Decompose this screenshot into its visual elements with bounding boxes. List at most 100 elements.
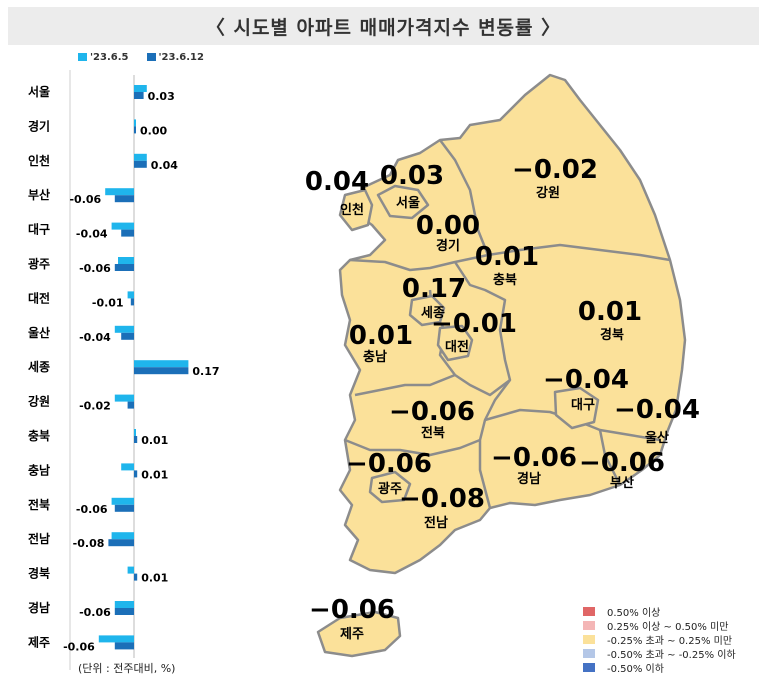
bar-series-1: [114, 325, 134, 333]
category-label: 제주: [28, 635, 50, 649]
map-region-name: 광주: [378, 482, 402, 497]
series-legend: '23.6.5 '23.6.12: [78, 52, 204, 63]
map-region-name: 충북: [493, 272, 517, 288]
map-region-name: 전북: [421, 425, 445, 441]
map-region-name: 전남: [424, 515, 448, 531]
seoul-shape: [376, 184, 430, 220]
map-legend-item: -0.25% 초과 ~ 0.25% 미만: [583, 632, 736, 647]
incheon-shape: [338, 188, 374, 232]
bar-series-1: [118, 257, 134, 264]
map-value-label: −0.04: [543, 365, 629, 395]
mainland-shape: [338, 73, 687, 575]
map-legend: 0.50% 이상 0.25% 이상 ~ 0.50% 미만 -0.25% 초과 ~…: [583, 604, 736, 675]
map-value-label: −0.01: [431, 309, 517, 339]
map-legend-swatch: [583, 620, 595, 630]
value-label: 0.04: [151, 159, 178, 172]
map-legend-swatch: [583, 648, 595, 658]
category-label: 충남: [28, 462, 50, 477]
value-label: -0.06: [76, 503, 108, 516]
category-label: 경북: [28, 567, 50, 581]
map-legend-label: -0.25% 초과 ~ 0.25% 미만: [607, 635, 733, 647]
value-label: -0.04: [79, 331, 111, 344]
map-value-label: 0.17: [402, 274, 466, 304]
bar-series-1: [111, 532, 134, 540]
category-label: 부산: [28, 187, 50, 202]
value-label: -0.02: [79, 400, 111, 413]
category-label: 울산: [28, 325, 50, 340]
value-label: -0.06: [63, 640, 95, 653]
category-label: 전북: [28, 497, 50, 512]
map-legend-item: -0.50% 초과 ~ -0.25% 이하: [583, 646, 736, 661]
border-chungnam-jeonbuk: [354, 373, 456, 397]
bar-series-2: [134, 367, 189, 375]
map-legend-item: -0.50% 이하: [583, 660, 736, 675]
map-value-label: −0.06: [389, 397, 475, 427]
category-label: 강원: [28, 395, 50, 409]
map-region-name: 제주: [340, 627, 364, 642]
border-jeonbuk-jeonnam: [344, 438, 481, 457]
bar-series-2: [130, 298, 134, 306]
legend-item-series-1: '23.6.5: [78, 52, 129, 63]
category-label: 세종: [28, 359, 50, 374]
legend-item-series-2: '23.6.12: [146, 52, 204, 63]
bar-series-2: [114, 608, 134, 615]
value-label: -0.06: [69, 193, 101, 206]
map-value-label: −0.08: [399, 484, 485, 514]
border-gyeonggi-gangwon: [439, 139, 490, 256]
map-value-label: 0.00: [416, 211, 480, 241]
map-region-name: 경기: [436, 238, 460, 254]
border-west-east: [478, 379, 511, 509]
map-value-label: 0.01: [475, 242, 539, 272]
category-label: 충북: [28, 428, 50, 443]
map-region-name: 세종: [421, 306, 445, 321]
page-title: 〈 시도별 아파트 매매가격지수 변동률 〉: [205, 16, 562, 39]
bar-series-2: [114, 195, 134, 203]
bar-series-1: [134, 119, 136, 127]
bar-series-1: [105, 188, 134, 196]
bar-series-1: [111, 497, 134, 505]
value-label: -0.04: [76, 228, 108, 241]
legend-swatch: [78, 53, 87, 61]
map-region-name: 대전: [445, 339, 469, 355]
map-legend-label: -0.50% 이하: [607, 663, 664, 675]
bar-series-2: [134, 92, 144, 99]
border-gyeonggi-south: [349, 243, 671, 272]
bar-series-2: [127, 401, 134, 409]
map-region-name: 인천: [340, 202, 364, 218]
unit-note: (단위 : 전주대비, %): [78, 662, 176, 675]
map-region-name: 충남: [363, 349, 387, 365]
bar-series-2: [121, 229, 134, 237]
category-label: 서울: [28, 84, 50, 99]
legend-swatch: [146, 53, 156, 61]
bar-series-2: [114, 504, 134, 512]
value-label: 0.17: [192, 365, 219, 378]
map-legend-swatch: [583, 634, 595, 644]
map-region-name: 경북: [600, 327, 624, 343]
legend-label: '23.6.5: [90, 52, 129, 63]
category-label: 인천: [28, 153, 50, 168]
map-region-name: 부산: [610, 475, 634, 491]
map-value-label: 0.01: [349, 321, 413, 351]
map-legend-label: -0.50% 초과 ~ -0.25% 이하: [607, 649, 736, 661]
value-label: 0.01: [141, 572, 168, 585]
map-value-label: −0.02: [512, 155, 598, 185]
value-label: -0.08: [73, 537, 105, 550]
map-legend-swatch: [583, 662, 595, 672]
bar-series-2: [121, 332, 134, 340]
daegu-shape: [553, 386, 600, 430]
bar-series-2: [134, 436, 138, 443]
sejong-shape: [408, 294, 446, 327]
category-label: 대전: [28, 290, 50, 305]
value-label: 0.01: [141, 434, 168, 447]
category-label: 전남: [28, 531, 50, 546]
map-value-label: 0.03: [380, 161, 444, 191]
value-label: -0.06: [79, 262, 111, 275]
map-legend-item: 0.25% 이상 ~ 0.50% 미만: [583, 618, 736, 633]
category-label: 경기: [28, 118, 50, 133]
map-value-label: 0.01: [578, 297, 642, 327]
map-value-label: −0.06: [346, 449, 432, 479]
category-label: 대구: [28, 223, 50, 237]
bar-series-2: [108, 539, 134, 547]
map-value-label: −0.04: [614, 395, 700, 425]
bar-series-2: [134, 470, 138, 478]
